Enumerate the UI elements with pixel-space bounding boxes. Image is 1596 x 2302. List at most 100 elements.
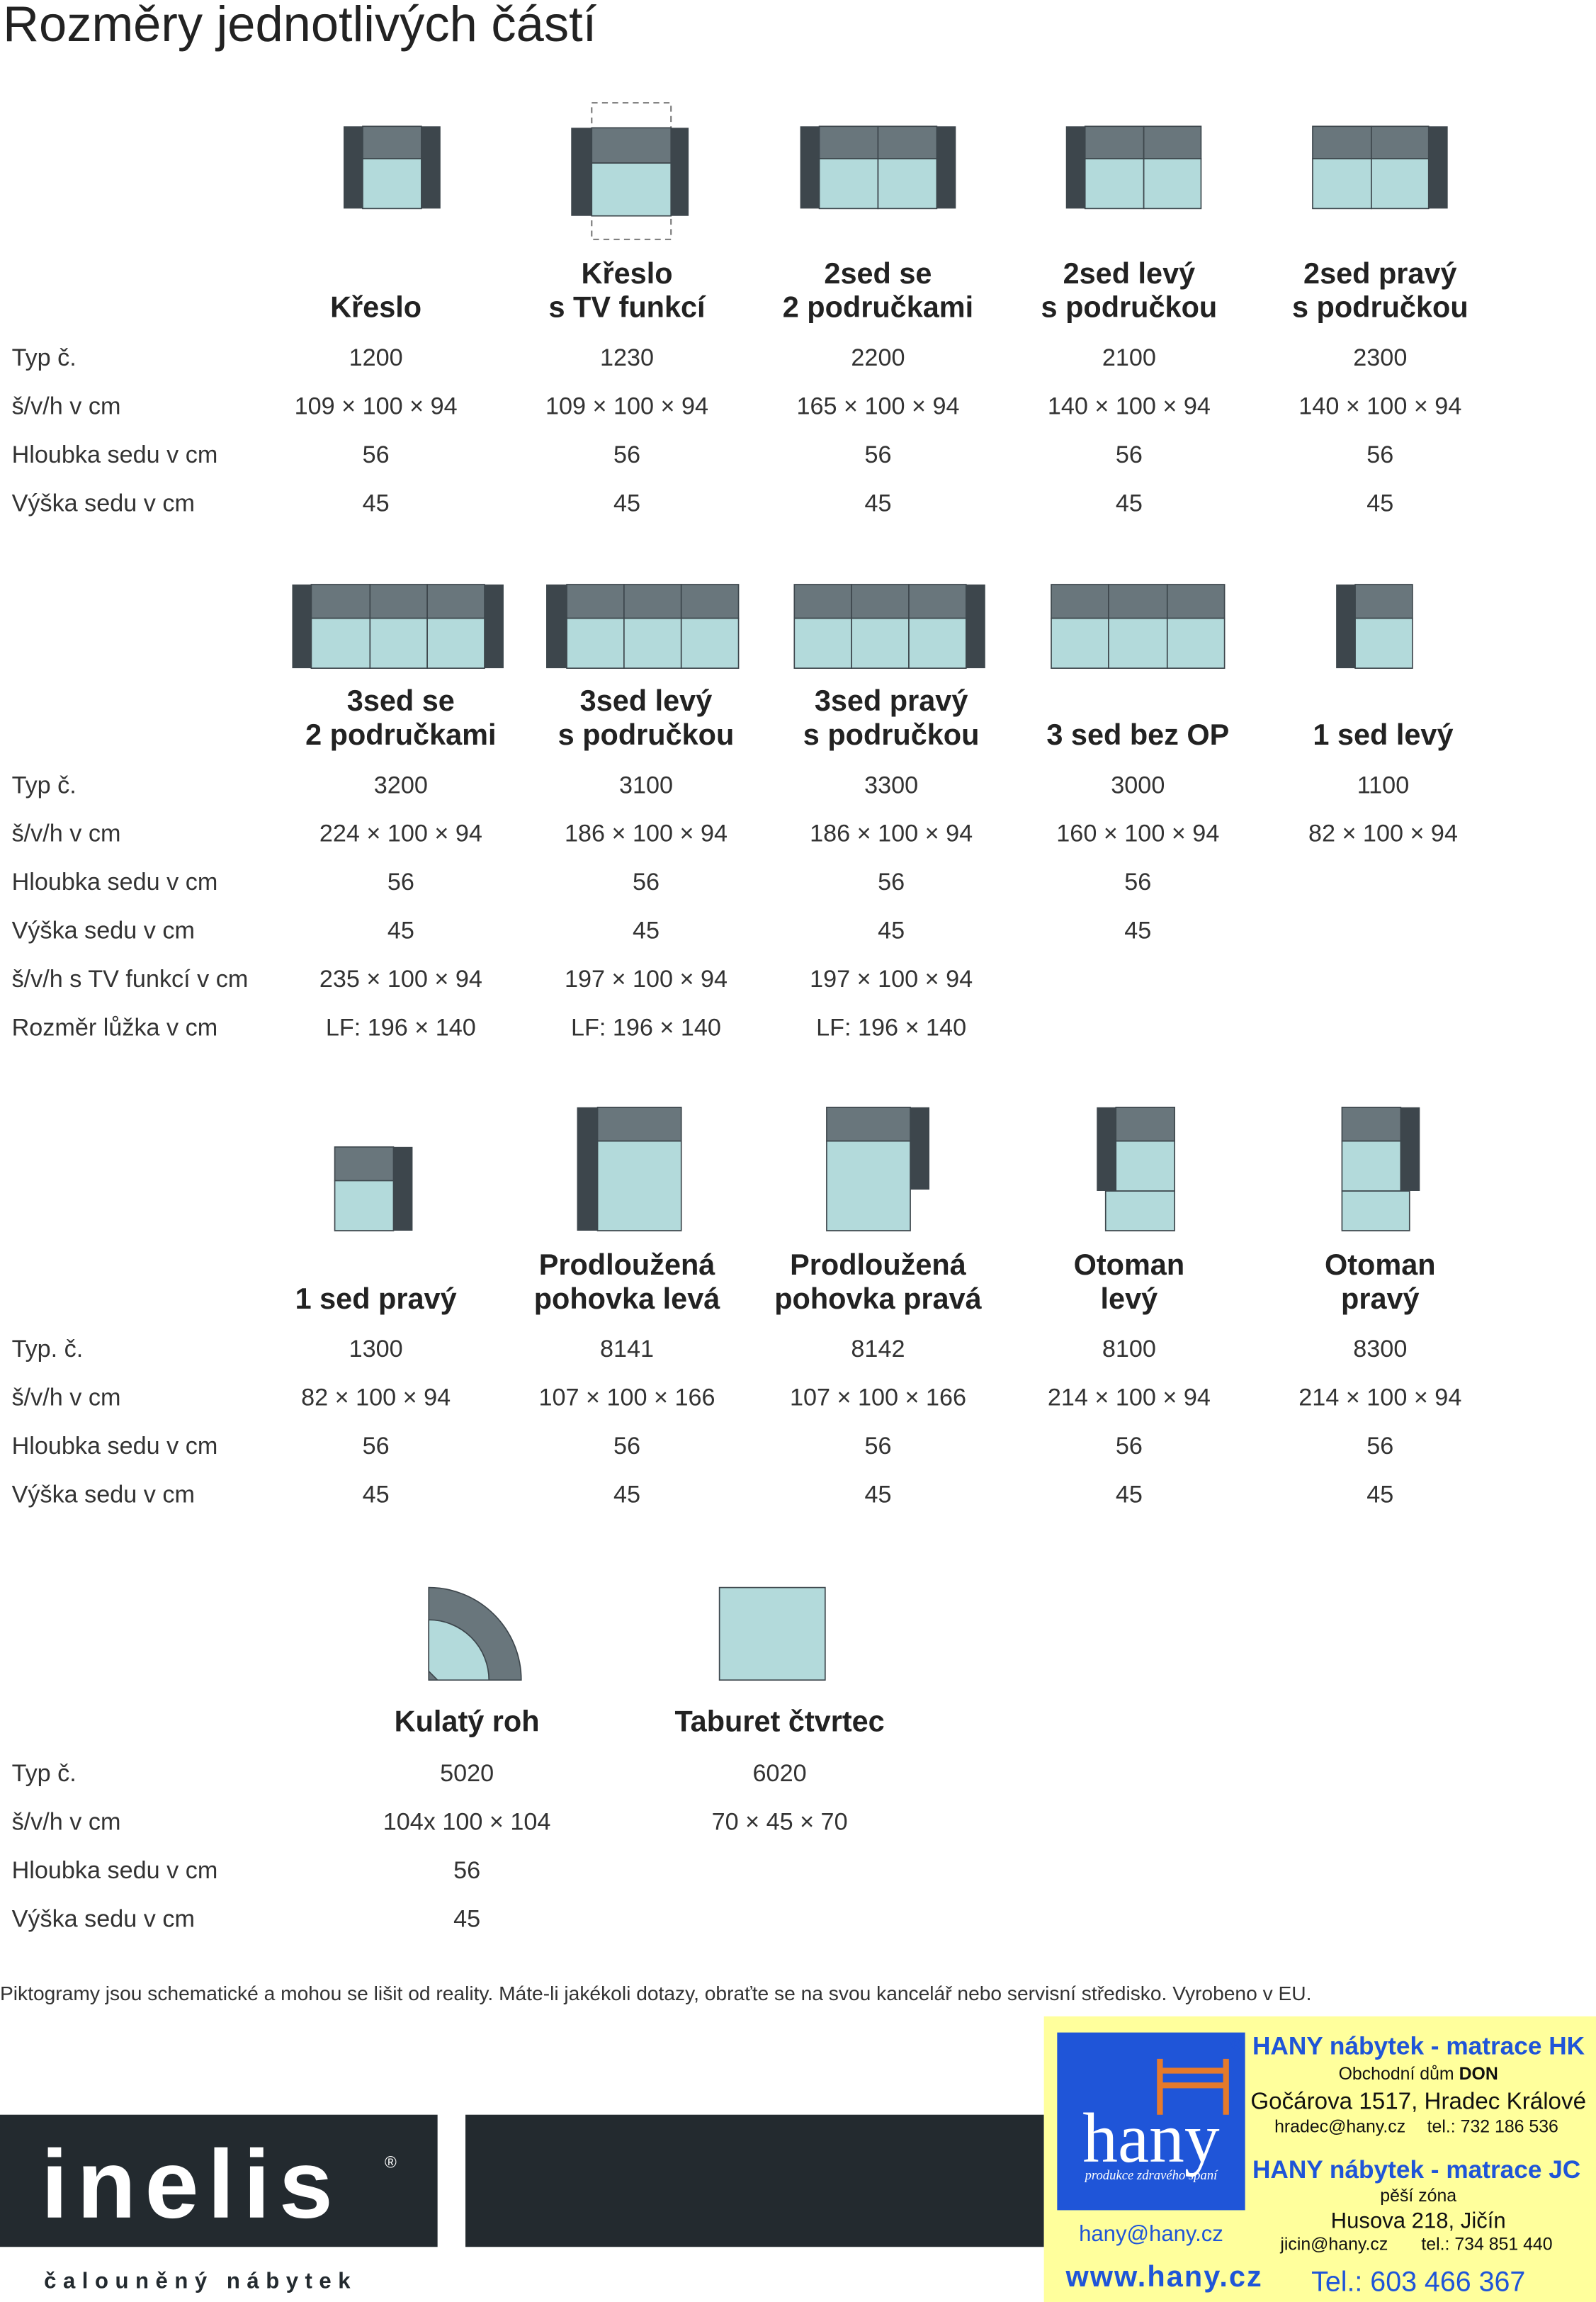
cell-value: 1100: [1357, 772, 1410, 799]
dealer-jc-address: Husova 218, Jičín: [1331, 2208, 1506, 2233]
row-label: Typ č.: [12, 1760, 77, 1787]
brand-tagline: čalouněný nábytek: [44, 2268, 357, 2293]
cell-value: 56: [453, 1857, 480, 1884]
cell-value: 56: [864, 1433, 891, 1460]
cell-value: 56: [878, 869, 905, 896]
cell-value: 45: [1366, 1481, 1393, 1508]
cell-value: 214 × 100 × 94: [1048, 1384, 1211, 1411]
row-label: Hloubka sedu v cm: [12, 869, 218, 896]
cell-value: 45: [453, 1905, 480, 1932]
row-label: Hloubka sedu v cm: [12, 1433, 218, 1460]
dealer-box: hany produkce zdravého spaní ® HANY náby…: [1043, 2016, 1596, 2302]
item-name: 3sed levý: [580, 684, 713, 717]
pictogram: [718, 1586, 826, 1681]
cell-value: 56: [363, 1433, 390, 1460]
dealer-jc-phone: tel.: 734 851 440: [1421, 2234, 1552, 2254]
item-name: s područkou: [1041, 290, 1218, 324]
pictogram: [793, 584, 985, 669]
dealer-hk-title: HANY nábytek - matrace HK: [1252, 2033, 1585, 2060]
row-label: Hloubka sedu v cm: [12, 441, 218, 468]
pictogram: [344, 125, 441, 210]
item-name: Otoman: [1074, 1248, 1185, 1281]
cell-value: LF: 196 × 140: [326, 1014, 476, 1041]
cell-value: 3200: [374, 772, 428, 799]
row-label: Typ. č.: [12, 1336, 84, 1362]
row-label: Výška sedu v cm: [12, 1905, 195, 1932]
cell-value: 2200: [851, 344, 905, 371]
pictogram: [571, 102, 689, 240]
row-label: Typ č.: [12, 344, 77, 371]
item-name: 1 sed pravý: [295, 1282, 457, 1315]
cell-value: 8141: [600, 1336, 654, 1362]
tables: Typ č. š/v/h v cm Hloubka sedu v cm Výška s…: [12, 256, 1468, 1932]
cell-value: 224 × 100 × 94: [319, 820, 482, 847]
dealer-web: www.hany.cz: [1065, 2259, 1262, 2293]
item-name: pohovka levá: [534, 1282, 720, 1315]
cell-value: 45: [864, 490, 891, 517]
page-title: Rozměry jednotlivých částí: [3, 0, 597, 52]
cell-value: 109 × 100 × 94: [295, 393, 458, 420]
cell-value: 107 × 100 × 166: [790, 1384, 966, 1411]
item-name: levý: [1101, 1282, 1158, 1315]
item-name: 2sed levý: [1063, 256, 1196, 290]
cell-value: LF: 196 × 140: [571, 1014, 721, 1041]
cell-value: 140 × 100 × 94: [1048, 393, 1211, 420]
cell-value: 160 × 100 × 94: [1056, 820, 1219, 847]
cell-value: 56: [864, 441, 891, 468]
cell-value: 45: [878, 917, 905, 944]
cell-value: 45: [1366, 490, 1393, 517]
cell-value: 186 × 100 × 94: [810, 820, 973, 847]
row-label: Výška sedu v cm: [12, 1481, 195, 1508]
dealer-logo-box: [1057, 2032, 1245, 2211]
dark-bar: [465, 2114, 1044, 2247]
cell-value: 82 × 100 × 94: [1308, 820, 1458, 847]
cell-value: 45: [613, 490, 640, 517]
cell-value: 186 × 100 × 94: [565, 820, 728, 847]
dealer-phone: Tel.: 603 466 367: [1311, 2266, 1525, 2297]
cell-value: LF: 196 × 140: [816, 1014, 966, 1041]
dealer-hk-email: hradec@hany.cz: [1274, 2117, 1405, 2137]
cell-value: 140 × 100 × 94: [1298, 393, 1461, 420]
cell-value: 56: [1366, 441, 1393, 468]
dealer-hk-address: Gočárova 1517, Hradec Králové: [1250, 2088, 1586, 2114]
dealer-jc-place: pěší zóna: [1380, 2186, 1456, 2206]
brand-registered: ®: [385, 2153, 397, 2171]
item-name: Taburet čtvrtec: [674, 1705, 884, 1738]
row-label: š/v/h v cm: [12, 1384, 121, 1411]
item-name: 3sed pravý: [815, 684, 968, 717]
cell-value: 56: [633, 869, 660, 896]
row-label: Výška sedu v cm: [12, 490, 195, 517]
cell-value: 56: [1366, 1433, 1393, 1460]
cell-value: 197 × 100 × 94: [810, 966, 973, 993]
cell-value: 45: [363, 490, 390, 517]
dealer-logo: hany: [1082, 2099, 1220, 2177]
item-name: s područkou: [803, 718, 980, 751]
pictogram: [1312, 125, 1448, 210]
cell-value: 45: [1116, 490, 1143, 517]
cell-value: 45: [1116, 1481, 1143, 1508]
dealer-logo-tagline: produkce zdravého spaní: [1084, 2168, 1219, 2183]
dealer-email: hany@hany.cz: [1079, 2221, 1223, 2246]
dealer-hk-place-name: DON: [1459, 2064, 1498, 2084]
cell-value: 104x 100 × 104: [383, 1809, 551, 1836]
item-name: 2sed se: [824, 256, 932, 290]
cell-value: 8300: [1353, 1336, 1407, 1362]
row-label: Hloubka sedu v cm: [12, 1857, 218, 1884]
cell-value: 45: [363, 1481, 390, 1508]
cell-value: 2300: [1353, 344, 1407, 371]
dealer-registered: ®: [1230, 2035, 1243, 2053]
row-label: š/v/h s TV funkcí v cm: [12, 966, 249, 993]
pictogram: [1341, 1107, 1420, 1231]
cell-value: 2100: [1102, 344, 1156, 371]
cell-value: 3000: [1111, 772, 1165, 799]
cell-value: 45: [633, 917, 660, 944]
pictogram: [1065, 125, 1202, 210]
cell-value: 214 × 100 × 94: [1298, 1384, 1461, 1411]
item-name: Otoman: [1325, 1248, 1436, 1281]
cell-value: 82 × 100 × 94: [301, 1384, 451, 1411]
item-name: pravý: [1341, 1282, 1420, 1315]
item-name: 2 područkami: [783, 290, 973, 324]
pictogram: [826, 1107, 930, 1231]
item-name: 2sed pravý: [1303, 256, 1457, 290]
